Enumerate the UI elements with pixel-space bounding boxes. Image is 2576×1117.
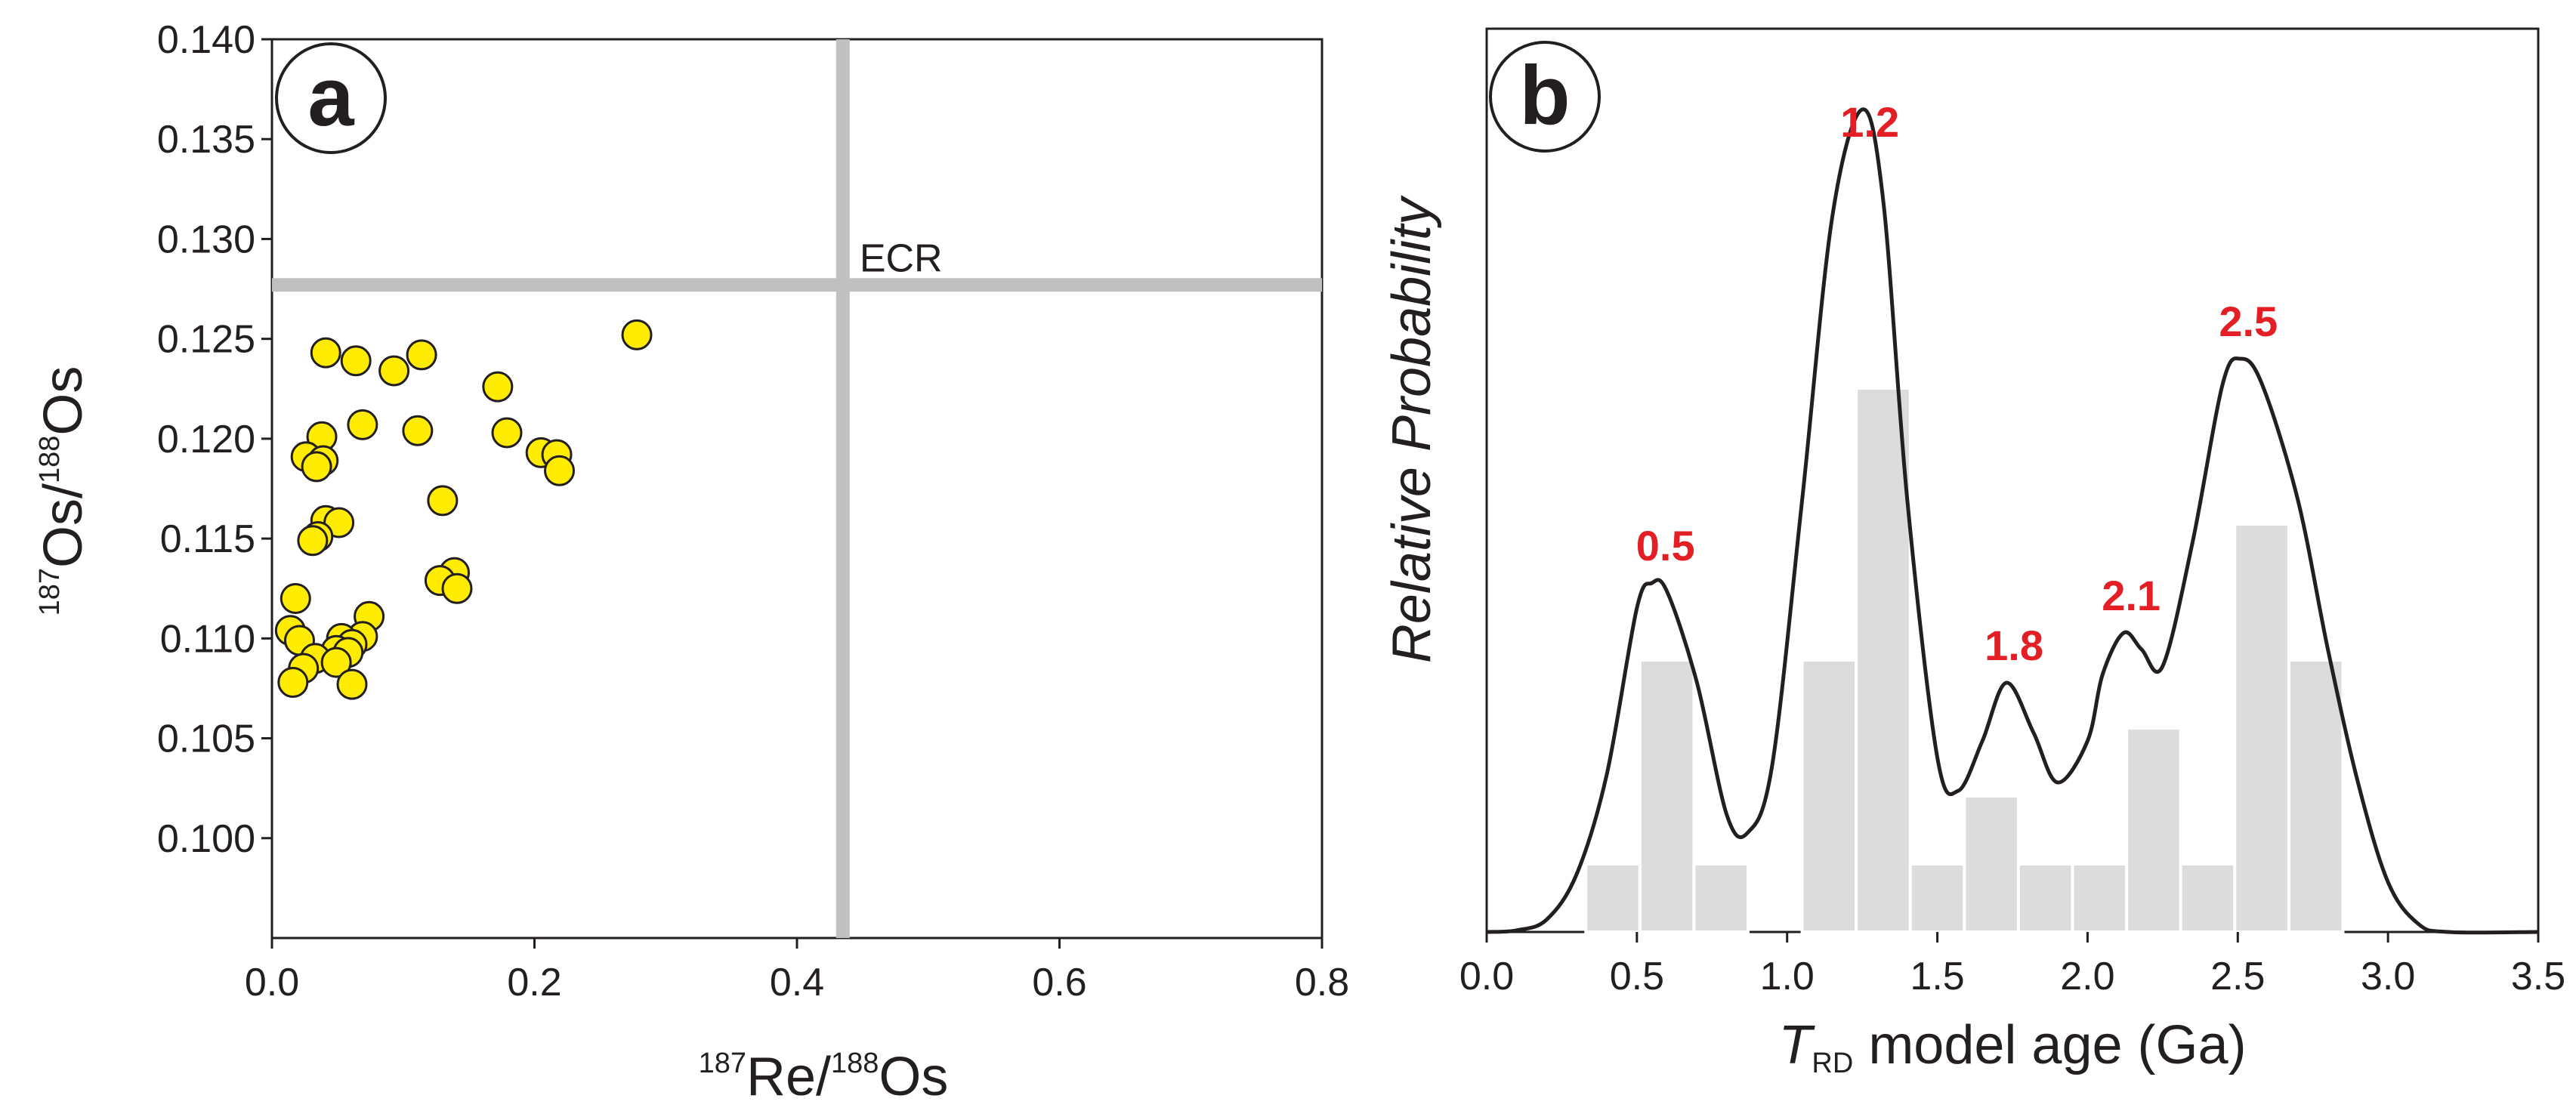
y-tick-label: 0.125 bbox=[157, 318, 255, 362]
histogram-bar bbox=[1584, 862, 1642, 933]
x-title-sup-1: 187 bbox=[699, 1048, 746, 1079]
data-point bbox=[402, 415, 434, 446]
data-point bbox=[482, 371, 514, 403]
histogram-bar bbox=[2071, 862, 2129, 933]
x-tick-label: 2.0 bbox=[2060, 955, 2114, 998]
panel-b-badge-circle bbox=[1489, 41, 1601, 153]
ecr-reference-lines bbox=[272, 39, 1322, 938]
ecr-label: ECR bbox=[860, 236, 943, 280]
y-tick-label: 0.130 bbox=[157, 218, 255, 261]
x-tick-label: 0.0 bbox=[1459, 955, 1514, 998]
panel-b-y-axis-title: Relative Probability bbox=[1382, 195, 1442, 663]
histogram-bar bbox=[2233, 523, 2290, 933]
x-tick-label: 3.0 bbox=[2361, 955, 2415, 998]
x-tick-label: 0.2 bbox=[507, 961, 561, 1004]
y-tick-label: 0.100 bbox=[157, 817, 255, 861]
data-point bbox=[301, 451, 332, 483]
panel-a-letter: a bbox=[307, 51, 354, 143]
data-point bbox=[340, 345, 372, 377]
panel-a-scatter: ECR 0.0 0.2 0.4 0.6 0.8 0.100 0.105 0.110 0.115… bbox=[33, 18, 1349, 1107]
panel-b-badge: b bbox=[1489, 41, 1601, 153]
histogram-bar bbox=[1908, 862, 1966, 933]
histogram-bar bbox=[2125, 727, 2182, 933]
x-tick-label: 3.5 bbox=[2511, 955, 2565, 998]
y-title-sup-2: 188 bbox=[34, 436, 66, 483]
histogram-bar bbox=[2287, 659, 2345, 933]
panel-a-x-ticks: 0.0 0.2 0.4 0.6 0.8 bbox=[245, 938, 1349, 1004]
panel-a-x-axis-title: 187Re/188Os bbox=[699, 1047, 949, 1107]
x-tick-label: 0.6 bbox=[1032, 961, 1086, 1004]
x-title-rest: model age (Ga) bbox=[1853, 1015, 2246, 1075]
probability-density-curve bbox=[1486, 107, 2539, 935]
data-point bbox=[621, 319, 653, 350]
x-tick-label: 0.0 bbox=[245, 961, 299, 1004]
data-point bbox=[347, 409, 378, 440]
data-point bbox=[320, 646, 352, 678]
data-point bbox=[491, 417, 523, 449]
panel-a-y-ticks: 0.100 0.105 0.110 0.115 0.120 0.125 0.130 0.135… bbox=[157, 18, 272, 861]
x-tick-label: 2.5 bbox=[2210, 955, 2265, 998]
data-point bbox=[280, 582, 311, 614]
histogram-bar bbox=[2179, 862, 2237, 933]
scatter-points bbox=[274, 319, 653, 700]
y-tick-label: 0.110 bbox=[160, 617, 255, 661]
y-tick-label: 0.115 bbox=[160, 517, 255, 561]
histogram-bar bbox=[1638, 659, 1696, 933]
x-title-sup-2: 188 bbox=[831, 1048, 879, 1079]
data-point bbox=[378, 355, 410, 387]
y-tick-label: 0.135 bbox=[157, 118, 255, 162]
x-title-italic-t: T bbox=[1778, 1015, 1815, 1075]
x-title-subscript-rd: RD bbox=[1812, 1048, 1853, 1079]
histogram-bar bbox=[1800, 659, 1858, 933]
histogram-bar bbox=[1855, 387, 1912, 933]
data-point bbox=[336, 668, 368, 700]
peak-label: 2.5 bbox=[2219, 298, 2278, 345]
panel-b-x-ticks: 0.0 0.5 1.0 1.5 2.0 2.5 3.0 3.5 bbox=[1459, 932, 2565, 998]
data-point bbox=[441, 572, 473, 604]
histogram-bar bbox=[2016, 862, 2074, 933]
y-tick-label: 0.120 bbox=[157, 418, 255, 461]
y-title-sup-1: 187 bbox=[34, 568, 66, 616]
data-point bbox=[277, 667, 309, 699]
data-point bbox=[310, 337, 341, 369]
panel-b-letter: b bbox=[1519, 49, 1570, 142]
y-title-base-2: Os bbox=[33, 366, 94, 436]
panel-a-badge: a bbox=[275, 42, 387, 154]
panel-b-x-axis-title: TRD model age (Ga) bbox=[1778, 1015, 2246, 1079]
y-title-base-1: Os/ bbox=[33, 483, 94, 568]
data-point bbox=[427, 485, 459, 517]
peak-label: 1.8 bbox=[1985, 622, 2043, 669]
peak-label: 1.2 bbox=[1840, 98, 1899, 146]
data-point bbox=[544, 455, 576, 486]
data-point bbox=[406, 339, 437, 371]
x-tick-label: 0.8 bbox=[1295, 961, 1349, 1004]
x-tick-label: 0.4 bbox=[770, 961, 824, 1004]
data-point bbox=[297, 525, 329, 557]
histogram-bars bbox=[1584, 387, 2345, 933]
x-tick-label: 1.5 bbox=[1910, 955, 1964, 998]
histogram-bar bbox=[1692, 862, 1750, 933]
x-tick-label: 1.0 bbox=[1760, 955, 1815, 998]
peak-labels: 0.5 1.2 1.8 2.1 2.5 bbox=[1636, 98, 2278, 669]
panel-a-y-axis-title: 187Os/188Os bbox=[33, 366, 94, 616]
panel-b-histogram: 0.5 1.2 1.8 2.1 2.5 0.0 0.5 1.0 1.5 2.0 2.5 3.0 3.5… bbox=[1382, 27, 2565, 1079]
histogram-bar bbox=[1963, 795, 2020, 933]
x-title-base-2: Os bbox=[879, 1047, 948, 1107]
panel-a-plot-area bbox=[270, 38, 1324, 940]
x-title-base-1: Re/ bbox=[746, 1047, 831, 1107]
x-tick-label: 0.5 bbox=[1610, 955, 1664, 998]
peak-label: 2.1 bbox=[2102, 572, 2161, 619]
y-tick-label: 0.105 bbox=[157, 717, 255, 761]
y-tick-label: 0.140 bbox=[157, 18, 255, 62]
peak-label: 0.5 bbox=[1636, 522, 1695, 569]
panel-a-badge-circle bbox=[275, 42, 387, 154]
